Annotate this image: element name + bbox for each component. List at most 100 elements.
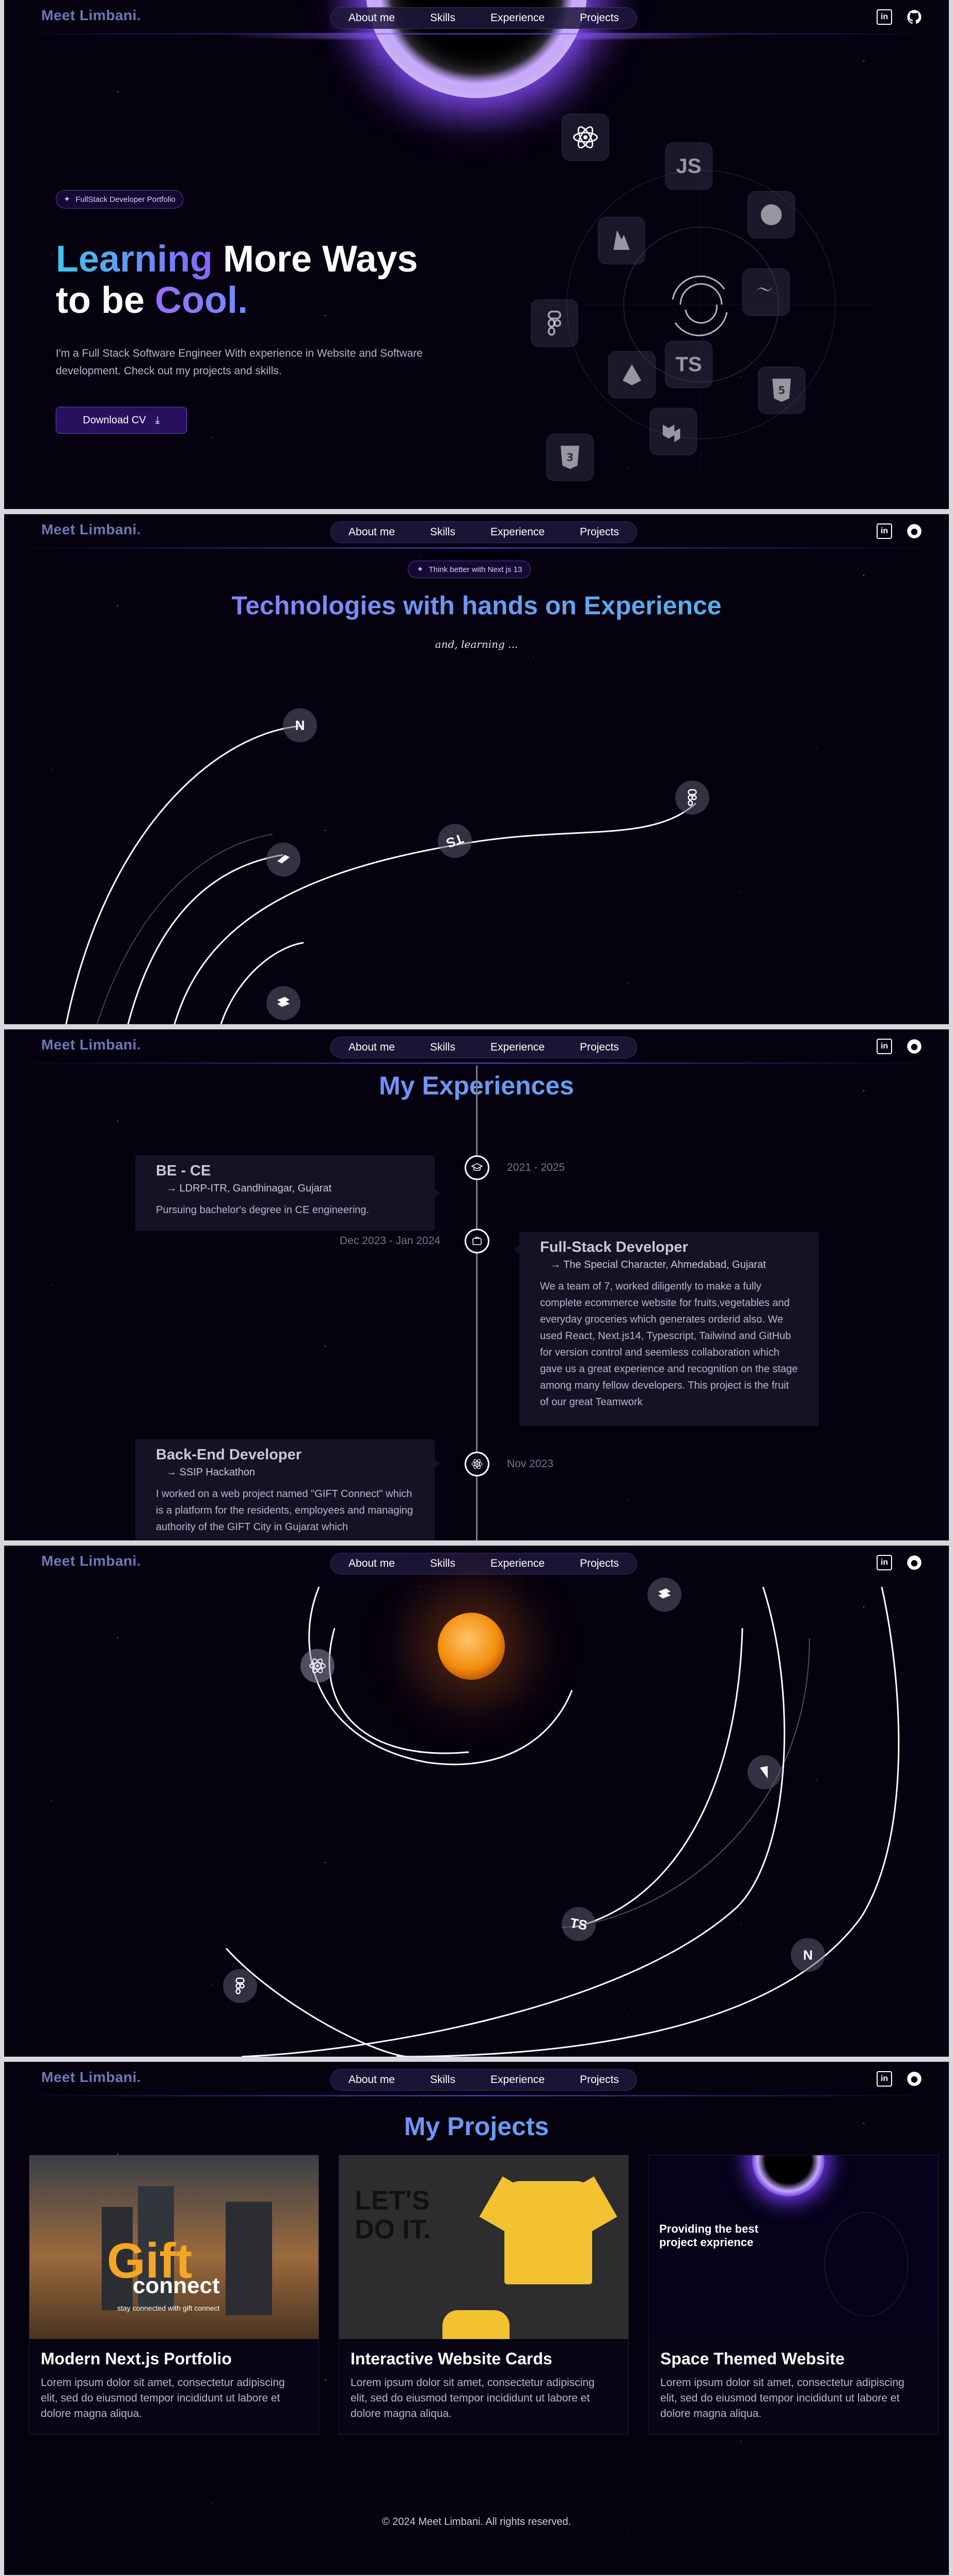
logo-4[interactable]: Meet Limbani. [41, 1553, 141, 1569]
github-icon[interactable] [907, 1039, 922, 1054]
nav-about[interactable]: About me [348, 2074, 395, 2086]
figma-tile-icon [531, 299, 578, 347]
date-1: 2021 - 2025 [507, 1162, 565, 1173]
nav-menu-5: About me Skills Experience Projects [330, 2069, 637, 2091]
sun-graphic [438, 1613, 505, 1680]
react-icon [465, 1452, 489, 1476]
github-icon[interactable] [907, 9, 922, 25]
react-icon [300, 1649, 335, 1683]
nav-skills[interactable]: Skills [430, 526, 455, 538]
logo[interactable]: Meet Limbani. [41, 7, 141, 23]
skills-subtitle: and, learning ... [435, 638, 518, 650]
mui-tile-icon [649, 408, 697, 455]
project-title-2: Interactive Website Cards [351, 2349, 552, 2368]
navbar-solar: Meet Limbani. About me Skills Experience… [4, 1546, 949, 1580]
logo-5[interactable]: Meet Limbani. [41, 2069, 141, 2085]
logo-2[interactable]: Meet Limbani. [41, 521, 141, 537]
nav-about[interactable]: About me [348, 526, 395, 538]
skills-orbit-lines [65, 725, 696, 1024]
nav-experience[interactable]: Experience [490, 1041, 545, 1053]
download-cv-button[interactable]: Download CV ⤓ [56, 407, 187, 434]
nav-projects[interactable]: Projects [580, 526, 619, 538]
tailwind-tile-icon [742, 268, 790, 316]
experience-text-1: Pursuing bachelor's degree in CE enginee… [156, 1204, 369, 1216]
gift-tagline: stay connected with gift connect [117, 2304, 220, 2312]
experience-card-fullstack: Full-Stack Developer → The Special Chara… [519, 1232, 819, 1426]
nav-skills[interactable]: Skills [430, 1041, 455, 1053]
github-icon[interactable] [907, 523, 922, 539]
nav-about[interactable]: About me [348, 1041, 395, 1053]
experience-title-1: BE - CE [156, 1163, 211, 1179]
svg-text:5: 5 [778, 384, 785, 396]
logo-3[interactable]: Meet Limbani. [41, 1037, 141, 1053]
experience-card-education: BE - CE → LDRP-ITR, Gandhinagar, Gujarat… [135, 1155, 435, 1231]
experience-card-backend: Back-End Developer → SSIP Hackathon I wo… [135, 1439, 435, 1540]
solar-orbit-lines [225, 1586, 900, 2057]
gift-logo-subtext: connect [133, 2273, 220, 2298]
project-card-portfolio[interactable]: Gift connect stay connected with gift co… [29, 2155, 319, 2435]
next-badge: ✦ Think better with Next js 13 [408, 561, 531, 578]
card-pointer [435, 1459, 440, 1468]
figma-icon [223, 1969, 257, 2003]
nav-skills[interactable]: Skills [430, 12, 455, 24]
project-card-cards[interactable]: LET'S DO IT. Interactive Website Cards L… [339, 2155, 629, 2435]
nav-about[interactable]: About me [348, 12, 395, 24]
typescript-tile-icon: TS [665, 341, 712, 388]
project-title-1: Modern Next.js Portfolio [41, 2349, 232, 2368]
download-icon: ⤓ [155, 414, 160, 426]
projects-section: Meet Limbani. About me Skills Experience… [4, 2062, 949, 2575]
card-pointer [514, 1245, 519, 1254]
graduation-cap-icon [465, 1155, 489, 1180]
navbar-skills: Meet Limbani. About me Skills Experience… [4, 514, 949, 549]
nav-experience[interactable]: Experience [490, 526, 545, 538]
linkedin-icon[interactable]: in [877, 1039, 892, 1054]
project-desc-1: Lorem ipsum dolor sit amet, consectetur … [41, 2377, 285, 2420]
nav-about[interactable]: About me [348, 1557, 395, 1569]
portfolio-badge: ✦ FullStack Developer Portfolio [56, 190, 183, 209]
hero-title: Learning More Ways to be Cool. [56, 238, 418, 321]
experience-title-3: Back-End Developer [156, 1446, 302, 1463]
github-icon[interactable] [907, 1555, 922, 1570]
linkedin-icon[interactable]: in [877, 523, 892, 539]
skills-section: Meet Limbani. About me Skills Experience… [4, 514, 949, 1024]
card-pointer [435, 1188, 440, 1198]
hero-description: I'm a Full Stack Software Engineer With … [56, 347, 423, 377]
nav-projects[interactable]: Projects [580, 12, 619, 24]
date-2: Dec 2023 - Jan 2024 [340, 1235, 440, 1247]
hero-section: Meet Limbani. About me Skills Experience… [4, 0, 949, 509]
experience-section: Meet Limbani. About me Skills Experience… [4, 1029, 949, 1540]
mui-icon [266, 986, 300, 1020]
briefcase-icon [465, 1229, 489, 1253]
firebase-tile-icon [598, 217, 645, 264]
github-icon[interactable] [907, 2071, 922, 2087]
nav-projects[interactable]: Projects [580, 2074, 619, 2086]
linkedin-icon[interactable]: in [877, 9, 892, 25]
nav-menu-4: About me Skills Experience Projects [330, 1553, 637, 1575]
experience-org-1: → LDRP-ITR, Gandhinagar, Gujarat [166, 1183, 332, 1194]
linkedin-icon[interactable]: in [877, 1555, 892, 1570]
nav-skills[interactable]: Skills [430, 1557, 455, 1569]
nav-projects[interactable]: Projects [580, 1041, 619, 1053]
nav-experience[interactable]: Experience [490, 2074, 545, 2086]
nav-experience[interactable]: Experience [490, 12, 545, 24]
space-shot-headline: Providing the best project exprience [659, 2222, 758, 2249]
github-tile-icon [748, 191, 795, 238]
project-screenshot-gift: Gift connect stay connected with gift co… [29, 2155, 319, 2339]
orbit-rings [541, 134, 871, 475]
javascript-tile-icon: JS [665, 142, 712, 190]
svg-text:3: 3 [566, 451, 574, 464]
nav-glow [4, 547, 949, 549]
navbar-projects: Meet Limbani. About me Skills Experience… [4, 2062, 949, 2096]
projects-title: My Projects [4, 2111, 949, 2141]
footer-copyright: © 2024 Meet Limbani. All rights reserved… [382, 2516, 571, 2527]
project-card-space[interactable]: Providing the best project exprience Spac… [648, 2155, 939, 2435]
nav-skills[interactable]: Skills [430, 2074, 455, 2086]
experience-text-3: I worked on a web project named "GIFT Co… [156, 1488, 414, 1533]
navbar: Meet Limbani. About me Skills Experience… [4, 0, 949, 35]
prisma-icon [266, 842, 300, 877]
nav-projects[interactable]: Projects [580, 1557, 619, 1569]
linkedin-icon[interactable]: in [877, 2071, 892, 2087]
nav-experience[interactable]: Experience [490, 1557, 545, 1569]
html5-tile-icon: 5 [758, 367, 805, 414]
nav-menu-2: About me Skills Experience Projects [330, 521, 637, 543]
